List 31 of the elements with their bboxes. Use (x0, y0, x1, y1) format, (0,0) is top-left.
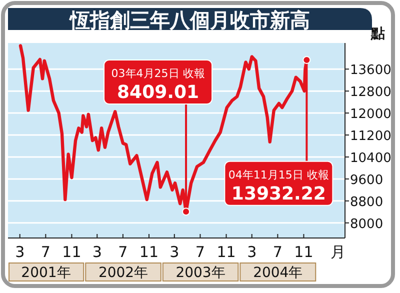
y-tick-label: 12000 (350, 107, 392, 122)
x-tick-label: 3 (170, 243, 180, 261)
x-tick-label: 7 (195, 243, 205, 261)
x-tick-label: 7 (40, 243, 50, 261)
text: 2002年 (98, 265, 148, 281)
annotation: 03年4月25日 收報 (111, 67, 205, 80)
y-tick-label: 11200 (350, 129, 392, 144)
x-tick-label: 11 (216, 243, 236, 261)
y-tick-label: 10400 (350, 150, 392, 166)
text: 2004年 (253, 265, 303, 281)
data-label: 8409.01 (117, 82, 200, 103)
x-tick-label: 7 (272, 243, 282, 261)
x-tick-label: 11 (294, 243, 314, 261)
text: 2001年 (21, 265, 71, 281)
y-axis-title: 點 (370, 26, 385, 42)
y-tick-label: 8800 (350, 194, 384, 210)
y-tick-label: 12800 (350, 85, 392, 100)
x-tick-label: 3 (247, 243, 257, 261)
annotation: 04年11月15日 收報 (228, 168, 329, 182)
text: 2003年 (176, 265, 226, 281)
data-label: 13932.22 (231, 183, 326, 204)
x-tick-label: 11 (139, 243, 159, 261)
x-tick-label: 3 (92, 243, 102, 261)
y-tick-label: 8000 (350, 216, 384, 232)
chart-title: 恆指創三年八個月收市新高 (68, 8, 310, 32)
y-tick-label: 13600 (350, 63, 392, 78)
x-tick-label: 11 (62, 243, 82, 261)
y-tick-label: 9600 (350, 172, 384, 188)
x-axis-title: 月 (330, 243, 346, 261)
x-tick-label: 3 (15, 243, 25, 261)
x-tick-label: 7 (118, 243, 128, 261)
